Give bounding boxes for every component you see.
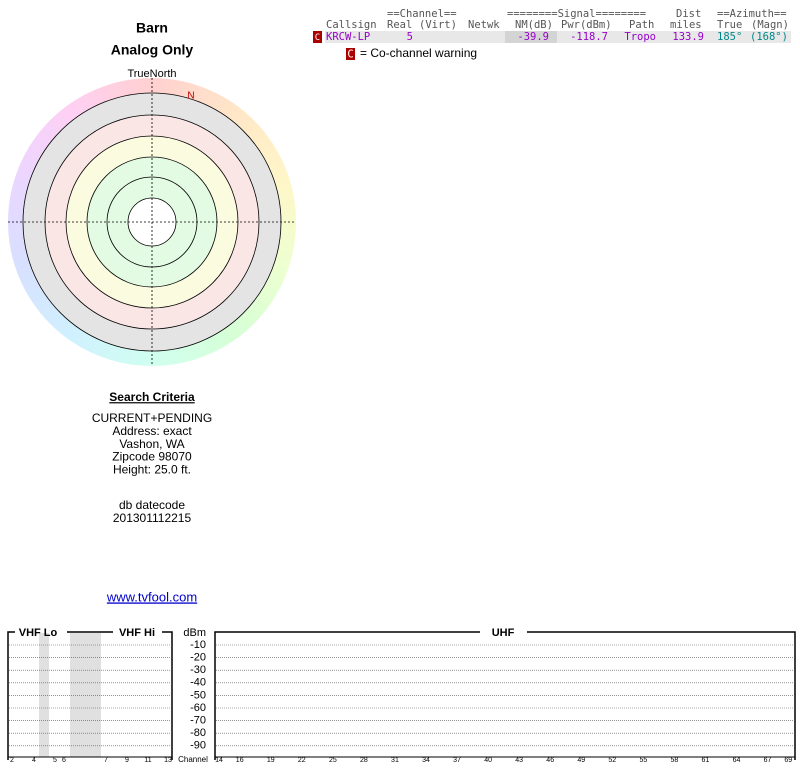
y-tick-label: -90 [190,740,206,752]
band-label: VHF Lo [19,627,58,639]
channel-label: Channel [178,755,208,764]
y-tick-label: -40 [190,677,206,689]
flag: C [315,33,320,43]
nm-db: -39.9 [517,31,549,43]
title: Barn [136,20,168,36]
north-marker: N [187,91,194,102]
channel-tick-label: 6 [62,757,66,764]
channel-tick-label: 43 [515,757,523,764]
real-channel: 5 [407,31,413,43]
column-header: (Virt) [419,19,457,31]
column-header: True [717,19,742,31]
path: Tropo [624,31,656,43]
unit-label: dBm [183,627,206,639]
flag-badge [346,48,355,60]
channel-shade [39,633,49,757]
search-line: Zipcode 98070 [112,450,192,464]
legend-flag: C [347,49,353,61]
channel-tick-label: 52 [608,757,616,764]
group-header: ==Azimuth== [717,8,787,20]
channel-tick-label: 58 [671,757,679,764]
callsign: KRCW-LP [326,31,370,43]
y-tick-label: -60 [190,702,206,714]
azimuth-magn: (168°) [750,31,788,43]
channel-tick-label: 14 [215,757,223,764]
y-tick-label: -30 [190,664,206,676]
column-header: Pwr(dBm) [561,19,612,31]
channel-tick-label: 13 [164,757,172,764]
channel-tick-label: 40 [484,757,492,764]
site-link-text[interactable]: www.tvfool.com [106,589,197,604]
group-header: Dist [676,8,701,20]
channel-tick-label: 37 [453,757,461,764]
column-header: NM(dB) [515,19,553,31]
cell-highlight [505,31,557,43]
search-line: Vashon, WA [119,437,184,451]
y-tick-label: -20 [190,652,206,664]
column-header: (Magn) [751,19,789,31]
channel-tick-label: 55 [639,757,647,764]
channel-tick-label: 61 [702,757,710,764]
channel-shade [70,633,101,757]
band-label: VHF Hi [119,627,155,639]
channel-tick-label: 67 [764,757,772,764]
channel-tick-label: 5 [53,757,57,764]
channel-tick-label: 28 [360,757,368,764]
uhf-frame [214,631,796,760]
table-row: C KRCW-LP 5 -39.9 -118.7 Tropo 133.9 185… [315,31,788,43]
channel-tick-label: 19 [267,757,275,764]
channel-tick-label: 46 [546,757,554,764]
site-link[interactable]: www.tvfool.com [106,589,197,604]
channel-tick-label: 69 [784,757,792,764]
north-label: TrueNorth [127,68,176,80]
y-tick-label: -10 [190,639,206,651]
spectrum-scale: -10-20-30-40-50-60-70-80-902 4 5 6 7 9 11 13 14 1… [9,639,794,764]
channel-tick-label: 25 [329,757,337,764]
band-label: UHF [492,627,515,639]
search-line: Address: exact [112,424,192,438]
channel-tick-label: 34 [422,757,430,764]
distance: 133.9 [672,31,704,43]
channel-tick-label: 64 [733,757,741,764]
column-header: Real [387,19,412,31]
y-tick-label: -50 [190,689,206,701]
channel-tick-label: 31 [391,757,399,764]
channel-tick-label: 11 [144,757,151,764]
channel-tick-label: 22 [298,757,306,764]
vhf-frame [7,631,173,760]
channel-tick-label: 4 [32,757,36,764]
datecode-label: db datecode [119,498,185,512]
power-dbm: -118.7 [570,31,608,43]
azimuth-true: 185° [717,31,742,43]
row-background [325,31,791,43]
y-tick-label: -80 [190,727,206,739]
group-header: ========Signal======== [507,8,646,20]
group-header: ==Channel== [387,8,457,20]
y-tick-label: -70 [190,715,206,727]
flag-badge [313,31,322,43]
channel-tick-label: 16 [236,757,244,764]
datecode-value: 201301112215 [113,511,192,525]
search-line: Height: 25.0 ft. [113,462,191,476]
channel-tick-label: 49 [577,757,585,764]
table-header: ==Channel== ========Signal======== Dist … [326,8,789,31]
channel-tick-label: 9 [125,757,129,764]
search-title: Search Criteria [109,390,195,404]
channel-tick-label: 2 [10,757,14,764]
column-header: miles [670,19,702,31]
legend-text: = Co-channel warning [360,46,477,60]
search-line: CURRENT+PENDING [92,411,212,425]
channel-tick-label: 7 [104,757,108,764]
subtitle: Analog Only [111,42,194,58]
column-header: Netwk [468,19,500,31]
column-header: Path [629,19,654,31]
column-header: Callsign [326,19,377,31]
